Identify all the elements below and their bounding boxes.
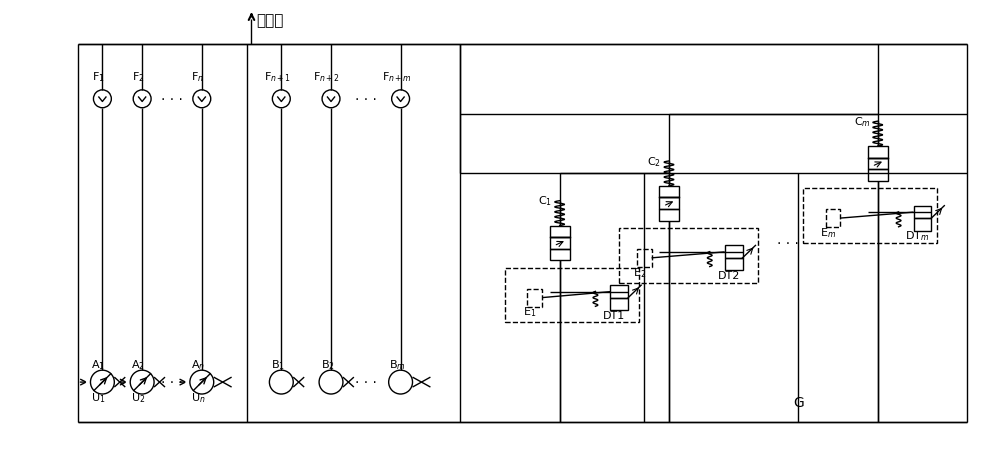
Text: · · ·: · · · [161, 375, 183, 389]
Bar [868, 170, 888, 181]
Text: U$_2$: U$_2$ [131, 390, 145, 404]
Text: A$_1$: A$_1$ [91, 357, 105, 371]
Text: B$_m$: B$_m$ [389, 357, 406, 371]
Bar [659, 187, 679, 198]
Text: A$_n$: A$_n$ [191, 357, 205, 371]
Text: A$_2$: A$_2$ [131, 357, 145, 371]
Text: F$_{n+m}$: F$_{n+m}$ [382, 70, 412, 84]
Bar [550, 226, 570, 238]
Text: C$_m$: C$_m$ [854, 115, 871, 129]
Bar [610, 286, 628, 298]
Text: F$_n$: F$_n$ [191, 70, 204, 84]
Bar [914, 206, 931, 219]
Bar [868, 147, 888, 158]
Text: DT2: DT2 [717, 271, 740, 281]
Bar [550, 249, 570, 261]
Text: E$_1$: E$_1$ [523, 305, 537, 319]
Text: F$_2$: F$_2$ [132, 70, 145, 84]
Text: C$_1$: C$_1$ [538, 194, 552, 208]
Bar [914, 219, 931, 231]
Text: F$_{n+2}$: F$_{n+2}$ [313, 70, 341, 84]
Text: B$_1$: B$_1$ [271, 357, 285, 371]
Bar [826, 210, 840, 227]
Text: · · ·: · · · [161, 93, 183, 106]
Bar [725, 246, 743, 258]
Text: · · ·: · · · [777, 237, 799, 250]
Text: DT1: DT1 [603, 310, 625, 320]
Text: E$_m$: E$_m$ [820, 225, 836, 239]
Text: G: G [793, 395, 804, 409]
Text: E$_2$: E$_2$ [633, 265, 646, 279]
Bar [505, 268, 639, 323]
Text: U$_n$: U$_n$ [191, 390, 205, 404]
Text: 至系统: 至系统 [256, 13, 284, 28]
Text: DT$_m$: DT$_m$ [905, 229, 930, 243]
Text: · · ·: · · · [355, 375, 377, 389]
Text: · · ·: · · · [355, 93, 377, 106]
Bar [868, 158, 888, 170]
Bar [659, 198, 679, 210]
Text: F$_{n+1}$: F$_{n+1}$ [264, 70, 291, 84]
Text: B$_2$: B$_2$ [321, 357, 335, 371]
Bar [803, 189, 937, 244]
Text: U$_1$: U$_1$ [91, 390, 106, 404]
Bar [610, 298, 628, 310]
Bar [659, 210, 679, 221]
Bar [619, 229, 758, 283]
Bar [550, 238, 570, 249]
Bar [637, 250, 652, 267]
Text: C$_2$: C$_2$ [647, 155, 661, 169]
Bar [725, 258, 743, 271]
Text: F$_1$: F$_1$ [92, 70, 105, 84]
Bar [527, 289, 542, 307]
